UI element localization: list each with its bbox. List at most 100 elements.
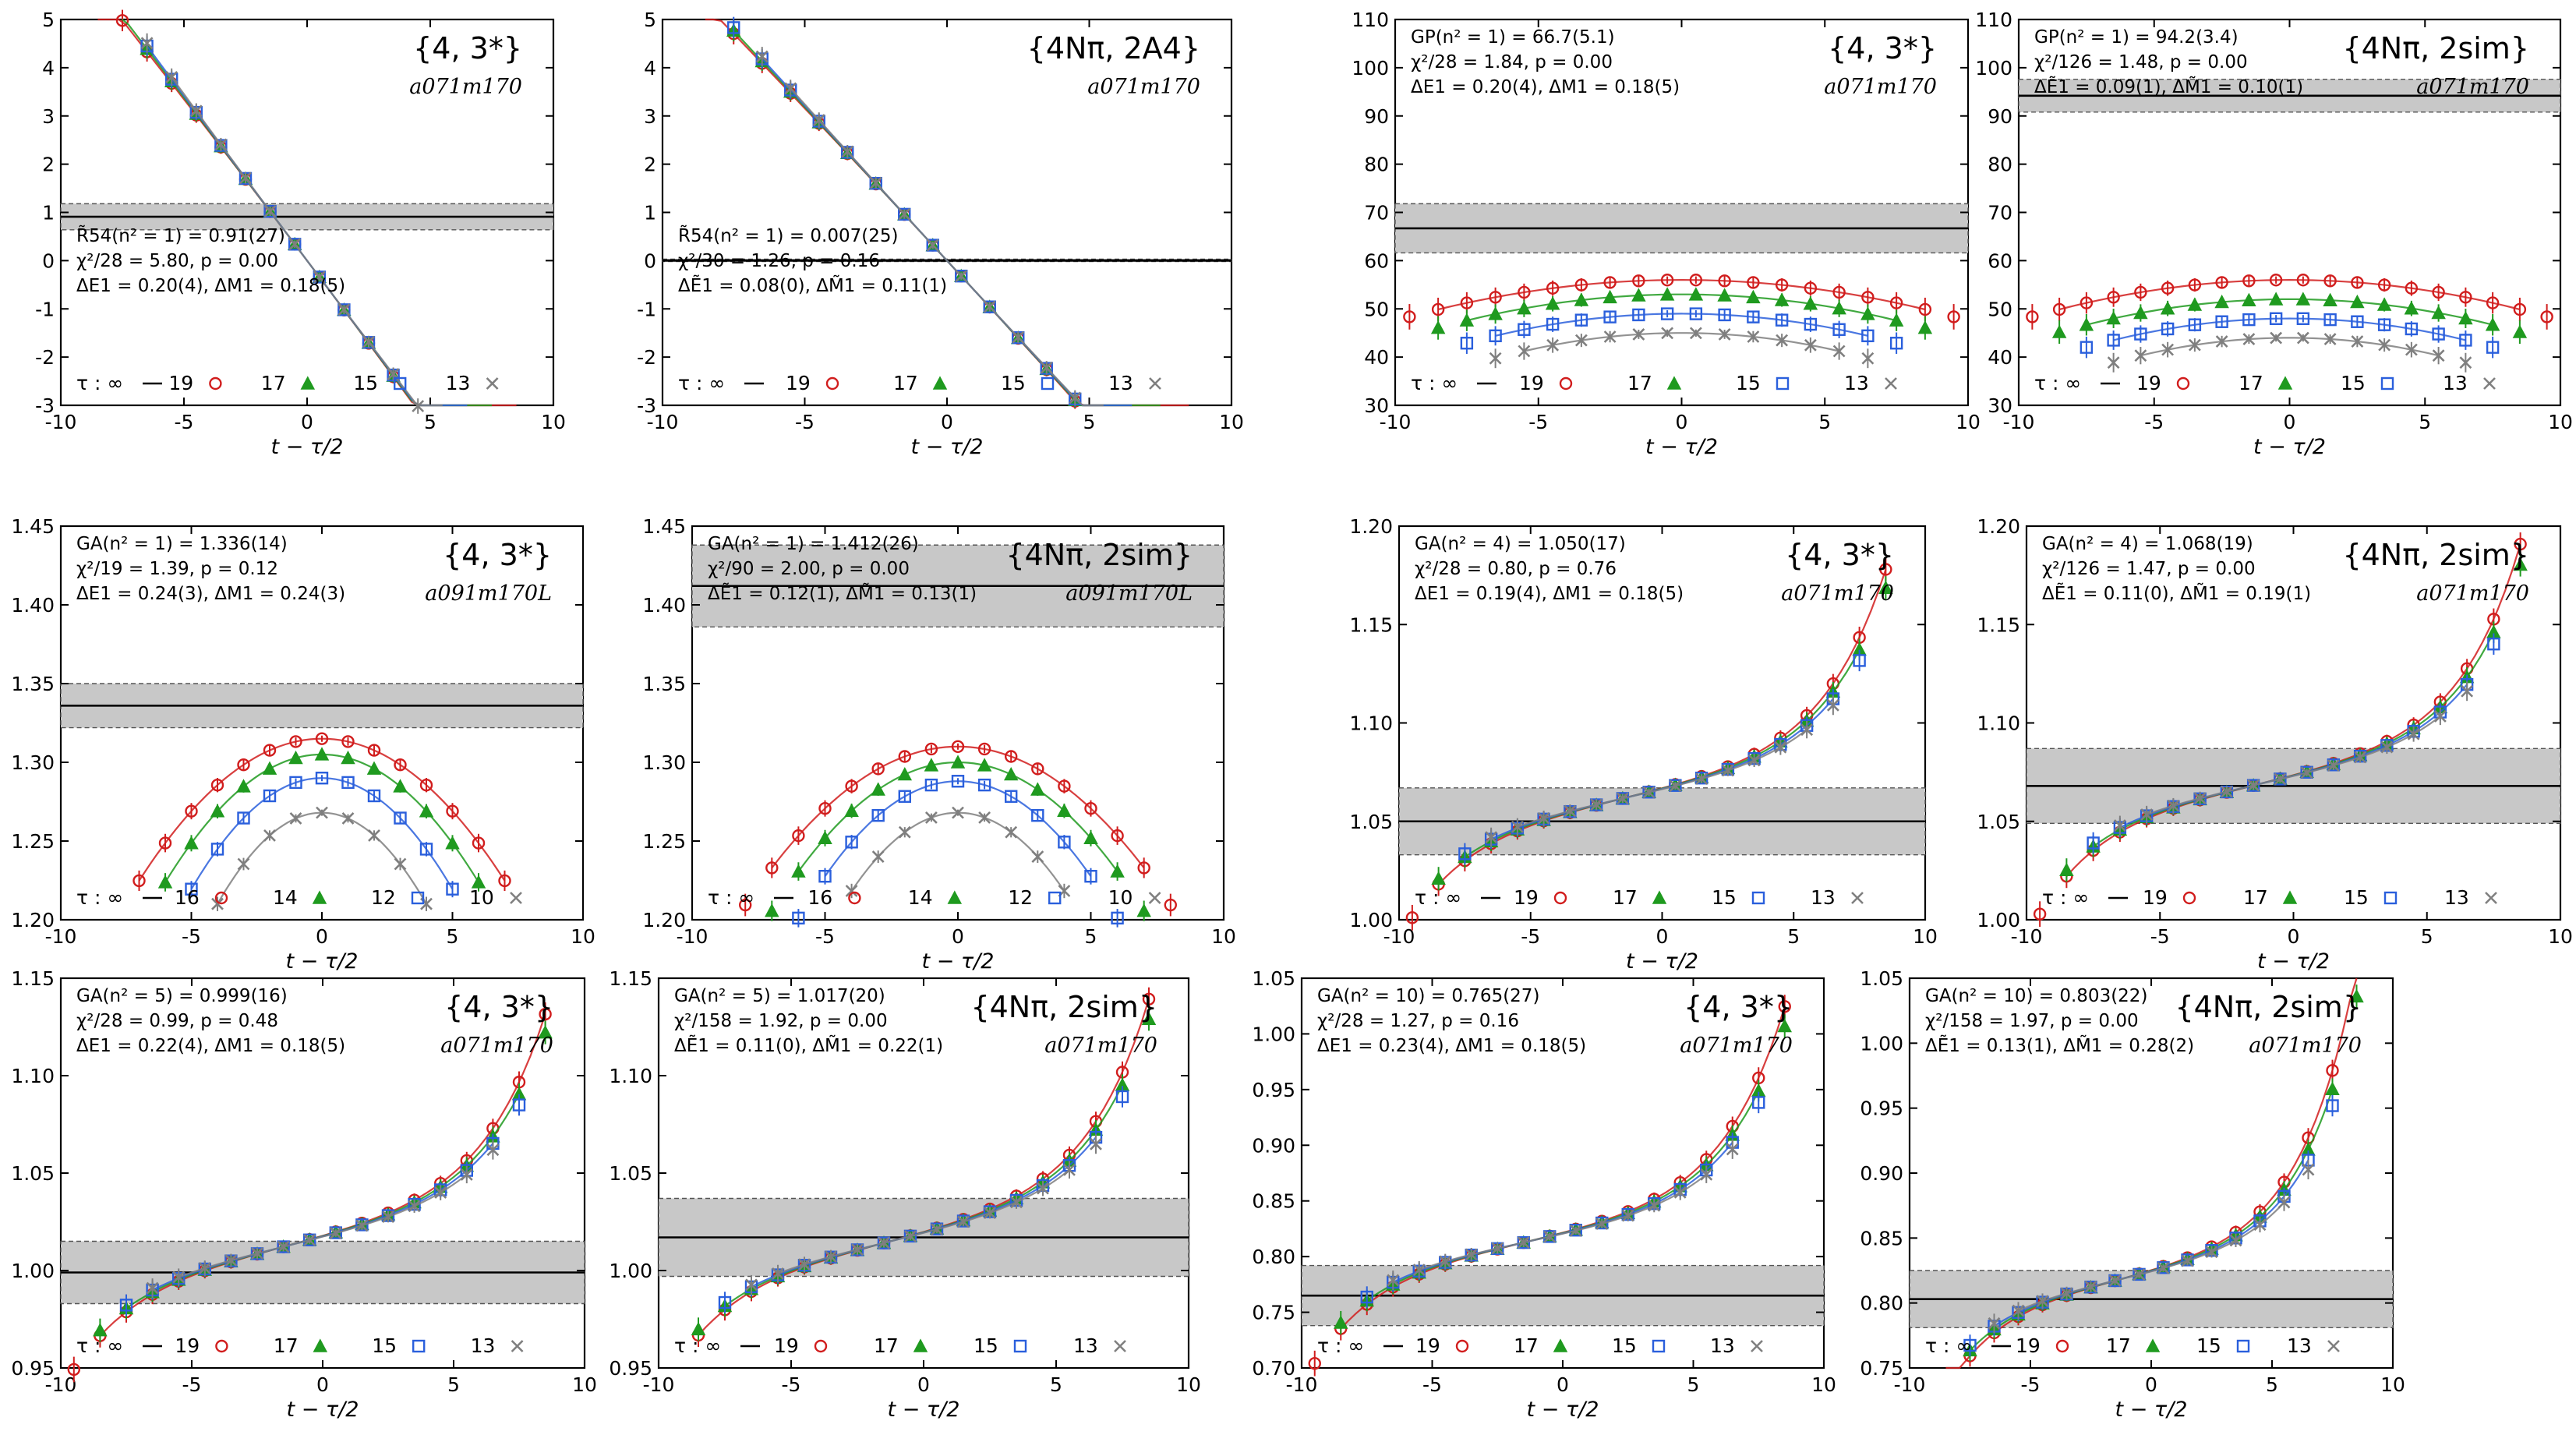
fit-stat-text: ΔE1 = 0.23(4), ΔM1 = 0.18(5) xyxy=(1317,1036,1586,1056)
legend-marker xyxy=(209,376,222,391)
y-tick-label: 3 xyxy=(644,105,656,128)
data-point-tau-16 xyxy=(1084,801,1097,815)
data-point-tau-16 xyxy=(315,732,329,745)
legend-marker xyxy=(814,1339,828,1353)
data-point-tau-13 xyxy=(460,1168,473,1181)
y-tick-label: 50 xyxy=(1364,298,1389,320)
legend-marker xyxy=(215,1339,228,1353)
data-point-tau-13 xyxy=(2378,338,2391,352)
legend-label: τ : ∞ xyxy=(76,1334,123,1357)
legend-marker xyxy=(1652,890,1667,904)
legend-marker xyxy=(2236,1339,2250,1353)
data-point-tau-13 xyxy=(1010,1196,1023,1209)
legend-marker xyxy=(1652,1339,1666,1353)
data-point-tau-13 xyxy=(2012,1304,2025,1317)
data-point-tau-19 xyxy=(67,1362,81,1377)
legend-label: 17 xyxy=(893,372,918,394)
y-tick-label: 110 xyxy=(1352,9,1389,31)
y-tick-label: 70 xyxy=(1364,202,1389,224)
data-point-tau-12 xyxy=(871,808,885,822)
ensemble-label: a071m170 xyxy=(1087,75,1200,99)
data-point-tau-15 xyxy=(1642,786,1655,799)
data-point-tau-15 xyxy=(1775,313,1789,327)
data-point-tau-13 xyxy=(2277,1196,2291,1209)
ensemble-label: a091m170L xyxy=(1065,581,1193,606)
data-point-tau-14 xyxy=(791,864,806,878)
data-point-tau-15 xyxy=(2377,318,2391,331)
data-point-tau-13 xyxy=(189,104,203,118)
data-point-tau-13 xyxy=(2380,740,2394,754)
x-axis-label: t − τ/2 xyxy=(287,1398,359,1422)
data-point-tau-15 xyxy=(2242,313,2256,327)
data-point-tau-19 xyxy=(2107,291,2120,304)
data-point-tau-19 xyxy=(2486,296,2500,309)
fit-curve-tau-17 xyxy=(1466,293,1897,322)
legend-marker xyxy=(1885,377,1897,390)
x-tick-label: -5 xyxy=(2144,411,2164,433)
legend-marker xyxy=(2182,891,2196,905)
data-point-tau-13 xyxy=(1800,723,1814,737)
data-point-tau-17 xyxy=(1878,580,1893,594)
data-point-tau-10 xyxy=(211,897,224,910)
y-tick-label: 60 xyxy=(1988,249,2012,272)
data-point-tau-13 xyxy=(1747,330,1760,343)
legend-label: 19 xyxy=(1514,886,1539,909)
data-point-tau-13 xyxy=(362,335,375,348)
legend-marker xyxy=(2145,1338,2161,1352)
legend-marker xyxy=(394,376,407,391)
data-point-tau-13 xyxy=(2459,356,2472,369)
data-point-tau-15 xyxy=(2432,327,2445,341)
y-tick-label: 0.80 xyxy=(1252,1246,1295,1268)
x-axis-label: t − τ/2 xyxy=(2253,435,2326,459)
y-tick-label: 1.10 xyxy=(609,1065,652,1087)
data-point-tau-17 xyxy=(2051,324,2067,338)
legend-label: 13 xyxy=(1108,372,1133,394)
data-point-tau-13 xyxy=(1517,1236,1530,1249)
data-point-tau-16 xyxy=(158,836,172,850)
chart-panel-p8: -10 -5 0 5 10 1.00 1.05 1.10 1.15 1.20 t − τ/2 GA(n… xyxy=(1977,515,2573,974)
x-tick-label: 5 xyxy=(447,1373,460,1396)
data-point-tau-13 xyxy=(1489,352,1502,365)
y-tick-label: 90 xyxy=(1988,105,2012,128)
data-point-tau-13 xyxy=(1040,361,1053,374)
x-tick-label: -5 xyxy=(815,925,835,948)
data-point-tau-13 xyxy=(140,37,154,50)
y-tick-label: 0.75 xyxy=(1860,1357,1903,1380)
x-tick-label: 5 xyxy=(447,925,459,948)
data-point-tau-15 xyxy=(1861,329,1875,343)
legend-label: τ : ∞ xyxy=(1415,886,1461,909)
legend-marker xyxy=(2380,376,2394,391)
legend-label: τ : ∞ xyxy=(1411,372,1458,394)
data-point-tau-17 xyxy=(1889,313,1904,327)
data-point-tau-13 xyxy=(355,1219,369,1232)
data-point-tau-15 xyxy=(2327,758,2341,772)
data-point-tau-14 xyxy=(210,804,225,818)
legend-marker xyxy=(1455,1339,1469,1353)
legend-label: 19 xyxy=(1415,1334,1440,1357)
legend-label: 17 xyxy=(874,1334,899,1357)
x-tick-label: 10 xyxy=(541,411,566,433)
data-point-tau-13 xyxy=(1726,1143,1739,1156)
fit-stat-text: ΔẼ1 = 0.08(0), ΔM̃1 = 0.11(1) xyxy=(678,274,947,296)
data-point-tau-15 xyxy=(2161,322,2175,336)
data-point-tau-17 xyxy=(1574,292,1589,306)
x-axis-label: t − τ/2 xyxy=(922,949,995,974)
y-tick-label: 1.10 xyxy=(11,1065,55,1087)
legend-marker xyxy=(1041,376,1055,391)
data-point-tau-13 xyxy=(1832,345,1846,358)
data-point-tau-15 xyxy=(2326,1099,2339,1112)
data-point-tau-14 xyxy=(184,836,199,850)
data-point-tau-15 xyxy=(2486,341,2500,354)
data-point-tau-13 xyxy=(1642,786,1655,799)
data-point-tau-13 xyxy=(329,1227,342,1239)
data-point-tau-12 xyxy=(289,776,302,790)
legend-marker xyxy=(312,890,327,904)
data-point-tau-13 xyxy=(931,1223,943,1236)
data-point-tau-13 xyxy=(955,270,968,283)
data-point-tau-15 xyxy=(955,269,968,283)
legend-label: 17 xyxy=(1613,886,1638,909)
data-point-tau-13 xyxy=(2354,751,2367,764)
y-tick-label: 1.00 xyxy=(1252,1023,1295,1045)
data-point-tau-17 xyxy=(2160,301,2175,315)
data-point-tau-13 xyxy=(2433,710,2447,723)
